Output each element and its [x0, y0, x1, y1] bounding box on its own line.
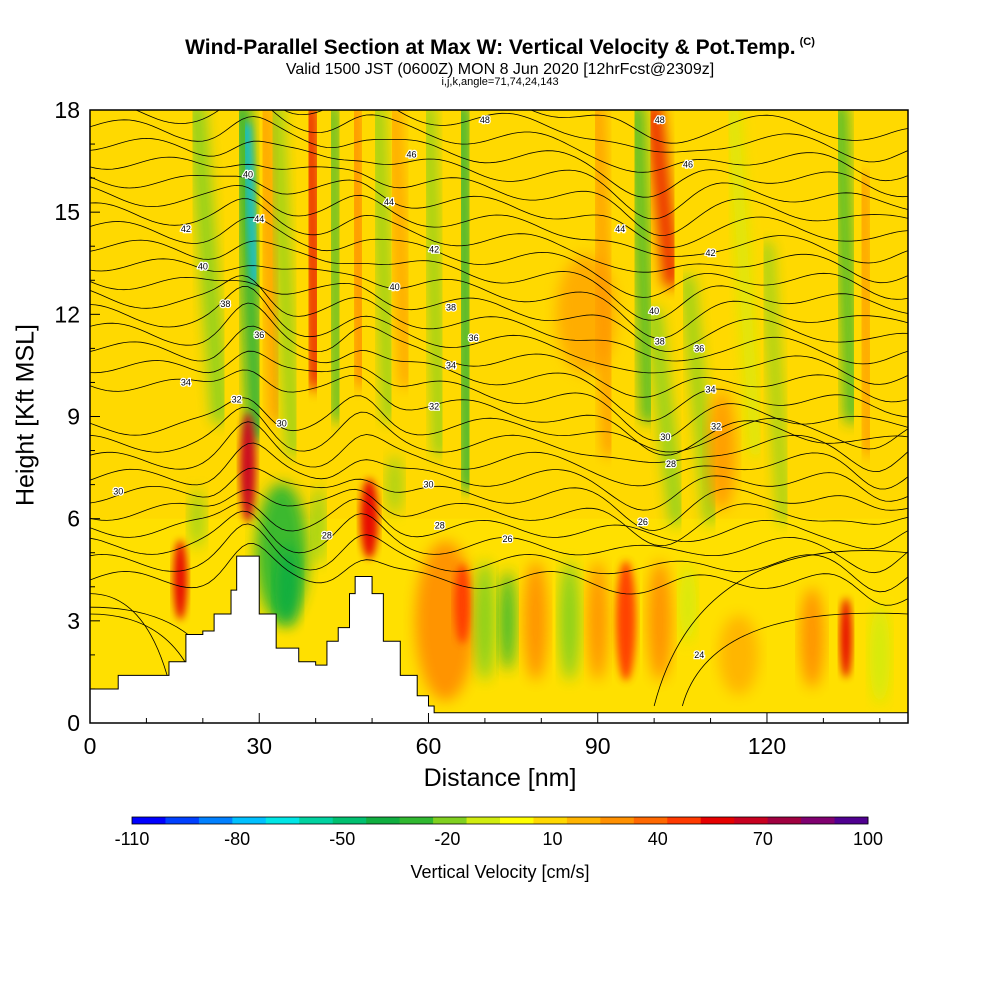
colorbar-tick-label: 100	[853, 829, 883, 849]
colorbar-swatch	[767, 817, 802, 824]
isentrope-label: 32	[232, 394, 242, 404]
isentrope-label: 28	[666, 459, 676, 469]
colorbar-tick-label: 40	[648, 829, 668, 849]
isentrope-label: 28	[435, 520, 445, 530]
isentrope-label: 40	[649, 306, 659, 316]
isentrope-label: 40	[243, 170, 253, 180]
y-tick-label: 3	[67, 608, 80, 634]
colorbar-swatch	[299, 817, 334, 824]
colorbar-swatch	[566, 817, 601, 824]
chart-subsubtitle: i,j,k,angle=71,74,24,143	[441, 76, 559, 88]
colorbar-tick-label: 70	[753, 829, 773, 849]
y-tick-label: 6	[67, 506, 80, 532]
isentrope-label: 36	[469, 333, 479, 343]
colorbar-swatch	[633, 817, 668, 824]
isentrope-label: 24	[694, 650, 704, 660]
isentrope-label: 26	[638, 517, 648, 527]
x-tick-label: 60	[416, 733, 442, 759]
colorbar-swatch	[366, 817, 401, 824]
isentrope-label: 34	[446, 360, 456, 370]
colorbar: -110 -80 -50 -20 10 40 70 100	[115, 816, 883, 849]
x-axis: 0 30 60 90 120	[84, 713, 881, 759]
colorbar-tick-label: -80	[224, 829, 250, 849]
colorbar-swatch	[132, 817, 166, 824]
velocity-shading	[90, 110, 908, 723]
y-tick-label: 9	[67, 404, 80, 430]
isentrope-label: 26	[502, 534, 512, 544]
colorbar-swatch	[198, 817, 233, 824]
colorbar-swatch	[232, 817, 267, 824]
isentrope-label: 38	[655, 337, 665, 347]
chart-subtitle: Valid 1500 JST (0600Z) MON 8 Jun 2020 [1…	[285, 61, 715, 78]
colorbar-title: Vertical Velocity [cm/s]	[410, 862, 590, 882]
colorbar-swatch	[801, 817, 836, 824]
isentrope-label: 46	[683, 159, 693, 169]
colorbar-tick-label: -50	[329, 829, 355, 849]
isentrope-label: 30	[277, 418, 287, 428]
isentrope-label: 34	[706, 384, 716, 394]
y-tick-label: 18	[54, 97, 80, 123]
colorbar-swatch	[834, 817, 869, 824]
isentrope-label: 32	[711, 422, 721, 432]
colorbar-swatch	[734, 817, 769, 824]
isentrope-label: 38	[220, 299, 230, 309]
isentrope-label: 40	[198, 262, 208, 272]
x-axis-title: Distance [nm]	[423, 764, 577, 792]
isentrope-labels: 30 34 32 30 36 38 40 42 44 40 28 30 28 26 32 34 36 38 40 42…	[112, 114, 723, 661]
isentrope-label: 48	[655, 115, 665, 125]
x-tick-label: 0	[84, 733, 97, 759]
colorbar-tick-label: 10	[543, 829, 563, 849]
y-tick-label: 15	[54, 199, 80, 225]
colorbar-swatch	[500, 817, 534, 824]
isentrope-label: 42	[706, 248, 716, 258]
isentrope-label: 48	[480, 115, 490, 125]
isentrope-label: 30	[423, 480, 433, 490]
isentrope-label: 34	[181, 377, 191, 387]
isentrope-label: 40	[390, 282, 400, 292]
colorbar-tick-label: -20	[434, 829, 460, 849]
colorbar-swatch	[433, 817, 468, 824]
isentrope-label: 44	[615, 224, 625, 234]
colorbar-swatch	[533, 817, 568, 824]
y-axis: 0 3 6 9 12 15 18	[54, 97, 100, 736]
chart-title: Wind-Parallel Section at Max W: Vertical…	[185, 36, 815, 59]
isentrope-label: 46	[407, 149, 417, 159]
isentrope-label: 42	[181, 224, 191, 234]
isentrope-label: 44	[384, 197, 394, 207]
isentrope-label: 32	[429, 401, 439, 411]
x-tick-label: 90	[585, 733, 611, 759]
terrain	[89, 555, 909, 724]
colorbar-tick-label: -110	[115, 829, 150, 849]
y-tick-label: 0	[67, 710, 80, 736]
x-tick-label: 120	[748, 733, 786, 759]
isentrope-label: 44	[254, 214, 264, 224]
isentrope-label: 30	[113, 486, 123, 496]
colorbar-swatch	[600, 817, 635, 824]
isentrope-lines	[90, 110, 908, 707]
colorbar-swatch	[265, 817, 300, 824]
isentrope-label: 28	[322, 531, 332, 541]
y-tick-label: 12	[54, 301, 80, 327]
isentrope-label: 38	[446, 303, 456, 313]
isentrope-label: 30	[660, 432, 670, 442]
colorbar-swatch	[165, 817, 200, 824]
colorbar-swatch	[667, 817, 702, 824]
y-axis-title: Height [Kft MSL]	[11, 323, 40, 507]
x-tick-label: 30	[246, 733, 272, 759]
colorbar-swatch	[399, 817, 434, 824]
colorbar-swatch	[332, 817, 367, 824]
isentrope-label: 42	[429, 245, 439, 255]
isentrope-label: 36	[254, 330, 264, 340]
colorbar-swatch	[466, 817, 501, 824]
isentrope-label: 36	[694, 343, 704, 353]
colorbar-swatch	[700, 817, 735, 824]
